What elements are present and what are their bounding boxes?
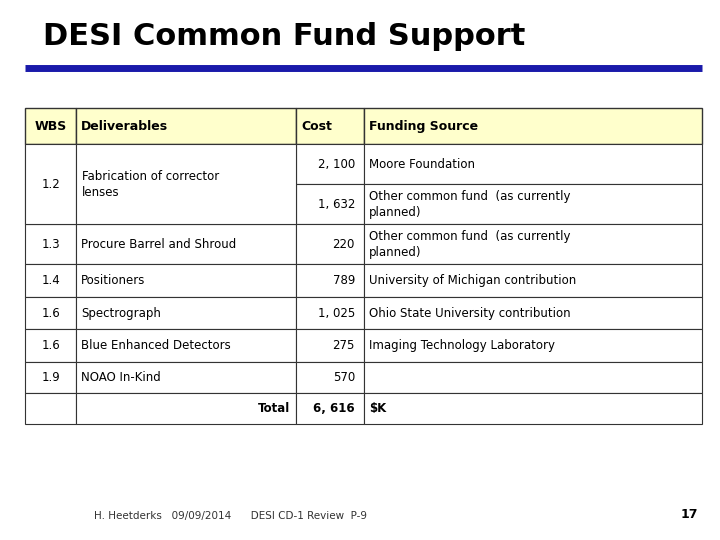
Text: Cost: Cost xyxy=(301,120,332,133)
Text: Imaging Technology Laboratory: Imaging Technology Laboratory xyxy=(369,339,554,352)
Bar xyxy=(364,108,702,144)
Text: Other common fund  (as currently
planned): Other common fund (as currently planned) xyxy=(369,230,570,259)
Bar xyxy=(76,108,296,144)
Text: 570: 570 xyxy=(333,371,355,384)
Text: University of Michigan contribution: University of Michigan contribution xyxy=(369,274,576,287)
Bar xyxy=(296,224,364,264)
Text: Funding Source: Funding Source xyxy=(369,120,478,133)
Text: Positioners: Positioners xyxy=(81,274,145,287)
Bar xyxy=(76,264,296,297)
Text: 1.4: 1.4 xyxy=(41,274,60,287)
Text: 1.2: 1.2 xyxy=(41,178,60,191)
Text: H. Heetderks   09/09/2014      DESI CD-1 Review  P-9: H. Heetderks 09/09/2014 DESI CD-1 Review… xyxy=(94,511,366,521)
Text: WBS: WBS xyxy=(35,120,67,133)
Text: 1, 025: 1, 025 xyxy=(318,307,355,320)
Bar xyxy=(364,362,702,393)
Bar xyxy=(25,329,76,362)
Bar xyxy=(76,297,296,329)
Text: 1.9: 1.9 xyxy=(41,371,60,384)
Bar xyxy=(296,184,364,224)
Bar xyxy=(25,108,76,144)
Bar xyxy=(364,264,702,297)
Text: 17: 17 xyxy=(681,508,698,521)
Text: $K: $K xyxy=(369,402,386,415)
Bar xyxy=(296,108,364,144)
Text: 1.6: 1.6 xyxy=(41,307,60,320)
Text: Total: Total xyxy=(258,402,290,415)
Text: 2, 100: 2, 100 xyxy=(318,158,355,171)
Bar xyxy=(25,184,76,224)
Text: Blue Enhanced Detectors: Blue Enhanced Detectors xyxy=(81,339,230,352)
Bar xyxy=(76,393,296,424)
Bar xyxy=(296,297,364,329)
Bar xyxy=(76,224,296,264)
Bar xyxy=(296,329,364,362)
Text: 275: 275 xyxy=(333,339,355,352)
Bar xyxy=(76,144,296,184)
Text: Spectrograph: Spectrograph xyxy=(81,307,161,320)
Bar xyxy=(364,184,702,224)
Bar xyxy=(25,144,76,224)
Text: 1, 632: 1, 632 xyxy=(318,198,355,211)
Bar xyxy=(76,362,296,393)
Bar xyxy=(76,329,296,362)
Bar xyxy=(25,144,76,184)
Bar xyxy=(296,144,364,184)
Text: Other common fund  (as currently
planned): Other common fund (as currently planned) xyxy=(369,190,570,219)
Bar xyxy=(25,264,76,297)
Text: 6, 616: 6, 616 xyxy=(313,402,355,415)
Text: Deliverables: Deliverables xyxy=(81,120,168,133)
Bar xyxy=(25,362,76,393)
Bar xyxy=(364,224,702,264)
Text: DESI Common Fund Support: DESI Common Fund Support xyxy=(43,22,526,51)
Bar xyxy=(76,144,296,224)
Bar xyxy=(364,329,702,362)
Text: NOAO In-Kind: NOAO In-Kind xyxy=(81,371,161,384)
Bar xyxy=(25,224,76,264)
Bar xyxy=(25,297,76,329)
Bar xyxy=(25,393,76,424)
Text: Procure Barrel and Shroud: Procure Barrel and Shroud xyxy=(81,238,236,251)
Bar xyxy=(364,144,702,184)
Text: Ohio State University contribution: Ohio State University contribution xyxy=(369,307,570,320)
Text: 789: 789 xyxy=(333,274,355,287)
Bar xyxy=(296,393,364,424)
Bar xyxy=(296,362,364,393)
Text: Fabrication of corrector
lenses: Fabrication of corrector lenses xyxy=(82,170,219,199)
Bar xyxy=(76,184,296,224)
Text: 1.3: 1.3 xyxy=(41,238,60,251)
Text: 1.6: 1.6 xyxy=(41,339,60,352)
Bar xyxy=(364,297,702,329)
Bar xyxy=(296,264,364,297)
Bar xyxy=(364,393,702,424)
Text: Moore Foundation: Moore Foundation xyxy=(369,158,474,171)
Text: 220: 220 xyxy=(333,238,355,251)
